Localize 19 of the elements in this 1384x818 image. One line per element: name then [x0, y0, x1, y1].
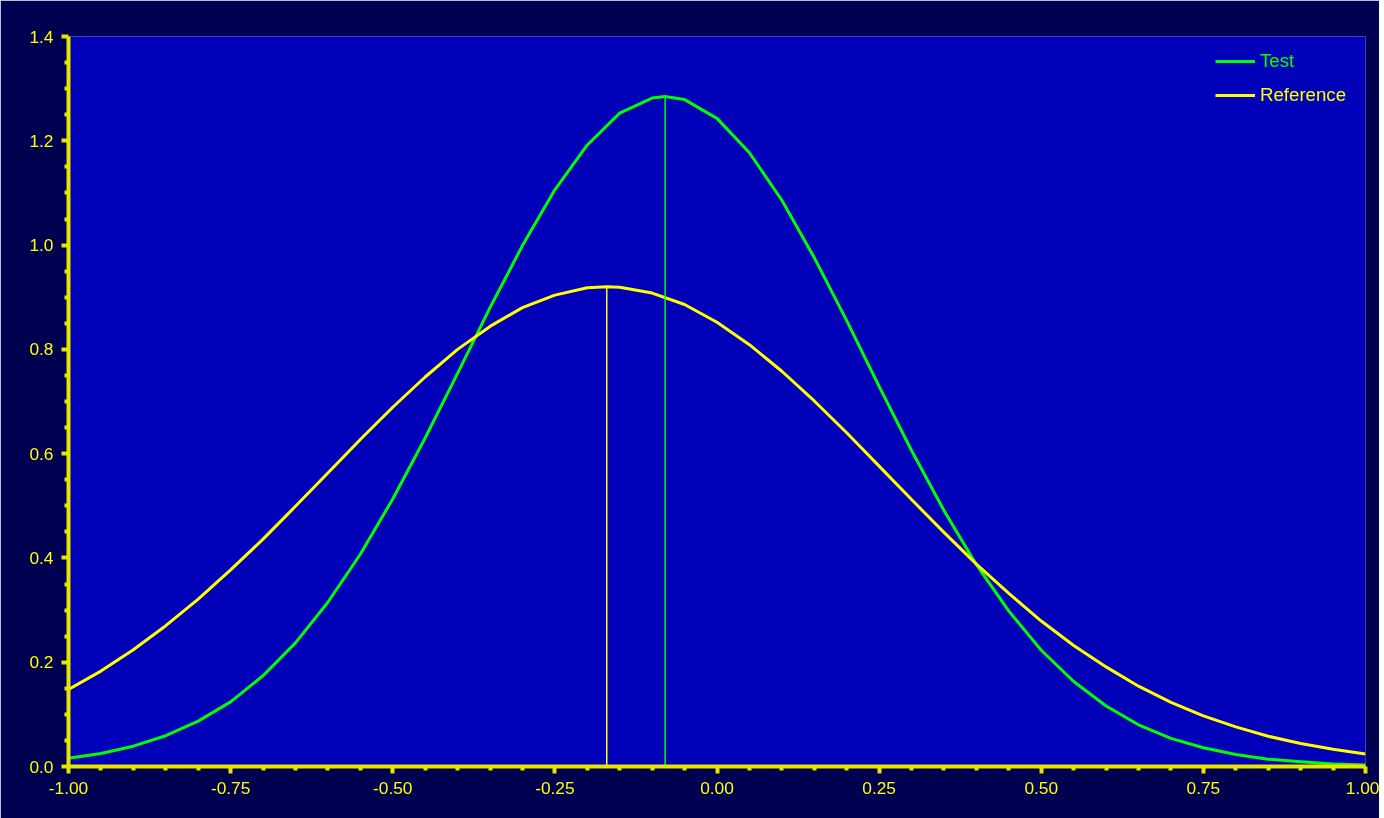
- x-tick-label: -1.00: [48, 777, 89, 798]
- y-tick-label: 0.2: [29, 652, 54, 673]
- legend-label: Test: [1260, 50, 1295, 72]
- legend-label: Reference: [1260, 84, 1347, 106]
- y-tick-label: 1.0: [29, 235, 54, 256]
- x-tick-label: -0.25: [535, 777, 575, 798]
- x-tick-label: 0.75: [1186, 777, 1221, 798]
- x-tick-label: -0.75: [210, 777, 251, 798]
- y-tick-label: 0.0: [29, 756, 54, 777]
- x-tick-label: 0.50: [1024, 777, 1059, 798]
- x-tick-label: 0.00: [700, 777, 734, 798]
- x-tick-label: 1.00: [1345, 777, 1380, 798]
- y-tick-label: 0.4: [29, 547, 54, 568]
- x-tick-label: -0.50: [373, 777, 413, 798]
- x-tick-label: 0.25: [862, 777, 896, 798]
- y-tick-label: 0.6: [29, 443, 54, 464]
- y-tick-label: 0.8: [29, 339, 54, 360]
- y-tick-label: 1.2: [29, 130, 54, 151]
- y-tick-label: 1.4: [29, 26, 54, 47]
